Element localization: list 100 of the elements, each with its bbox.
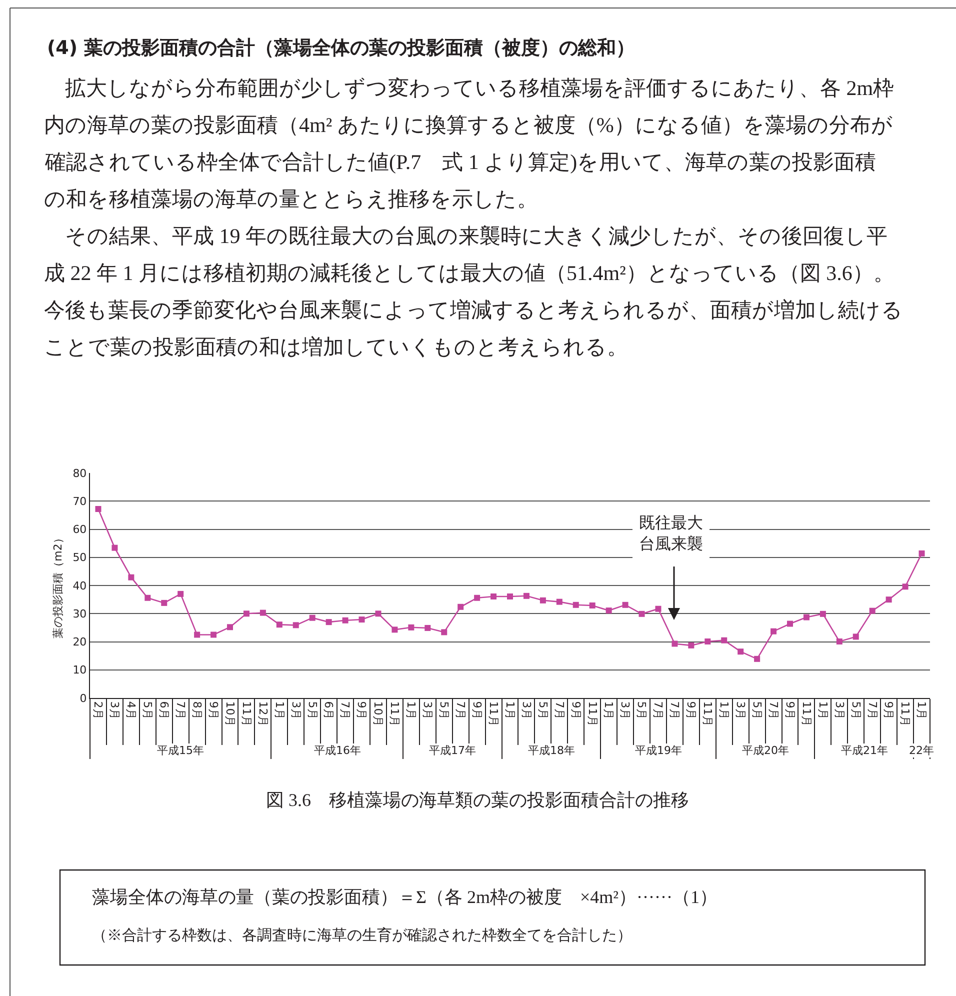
x-tick-label: 3月	[421, 701, 434, 720]
point	[375, 610, 382, 617]
point	[408, 624, 414, 630]
x-tick-label: 7月	[668, 701, 682, 720]
x-tick-label: 11月	[388, 701, 402, 726]
text: 平成18年	[528, 744, 575, 757]
x-tick-label: 5月	[141, 701, 154, 720]
point	[507, 593, 513, 600]
point	[852, 634, 859, 640]
point	[918, 550, 925, 556]
x-tick-label: 5月	[306, 701, 319, 720]
point	[606, 608, 612, 614]
text: 平成15年	[157, 744, 204, 757]
annotation: 既往最大台風来襲	[639, 513, 703, 553]
y-tick-label: 10	[72, 664, 87, 677]
point	[392, 626, 398, 633]
point	[886, 596, 892, 603]
x-tick-label: 1月	[915, 701, 928, 720]
x-tick-label: 5月	[438, 701, 451, 720]
text: その結果、平成 19 年の既往最大の台風の来襲時に大きく減少したが、その後回復し平	[44, 224, 888, 248]
point	[836, 638, 842, 644]
point	[704, 638, 711, 644]
y-tick-label: 80	[72, 466, 87, 480]
x-tick-label: 11月	[586, 701, 599, 726]
y-axis-title: 葉の投影面積（m2）	[51, 532, 64, 638]
text: （※合計する枠数は、各調査時に海草の生育が確認された枠数全てを合計した）	[92, 927, 632, 944]
point	[721, 637, 728, 644]
text: 平成17年	[429, 744, 476, 757]
point	[227, 624, 233, 630]
x-tick-label: 10月	[372, 701, 385, 726]
y-tick-label: 0	[80, 692, 87, 705]
x-tick-label: 1月	[404, 701, 418, 720]
point	[210, 632, 217, 638]
x-tick-label: 9月	[783, 701, 796, 720]
point	[803, 614, 810, 620]
point	[342, 617, 348, 624]
text: の和を移植藻場の海草の量ととらえ推移を示した。	[44, 187, 538, 211]
x-tick-label: 7月	[766, 701, 780, 720]
x-tick-label: 7月	[174, 701, 188, 720]
point	[260, 610, 266, 616]
point	[424, 624, 431, 631]
point	[754, 656, 760, 662]
x-tick-label: 2月	[92, 701, 105, 720]
point	[458, 604, 464, 610]
point	[326, 619, 332, 626]
x-tick-label: 1月	[602, 701, 616, 720]
x-tick-label: 5月	[849, 701, 862, 720]
x-tick-label: 1月	[503, 701, 516, 720]
text: 平成21年	[841, 744, 888, 757]
text: 今後も葉長の季節変化や台風来襲によって増減すると考えられるが、面積が増加し続ける	[44, 298, 903, 322]
point	[441, 629, 448, 636]
point	[638, 610, 645, 617]
x-tick-label: 12月	[256, 701, 270, 726]
text: 確認されている枠全体で合計した値(P.7 式 1 より算定)を用いて、海草の葉の投影面積	[44, 150, 876, 174]
point	[688, 642, 694, 648]
x-tick-label: 11月	[486, 701, 500, 726]
point	[276, 622, 282, 628]
x-tick-label: 9月	[569, 701, 582, 720]
point	[655, 606, 662, 612]
point	[556, 598, 562, 605]
x-tick-label: 7月	[552, 701, 566, 720]
point	[161, 600, 168, 606]
x-tick-label: 10月	[223, 701, 236, 726]
text: 平成20年	[742, 744, 789, 757]
text: ことで葉の投影面積の和は増加していくものと考えられる。	[44, 335, 628, 359]
point	[738, 648, 744, 655]
x-tick-label: 3月	[289, 701, 302, 720]
x-tick-label: 3月	[108, 701, 122, 720]
point	[572, 602, 579, 608]
point	[820, 610, 826, 617]
point	[474, 594, 480, 601]
point	[589, 602, 596, 608]
text: 平成19年	[635, 744, 682, 757]
x-tick-label: 7月	[454, 701, 468, 720]
x-tick-label: 9月	[684, 701, 698, 720]
text: 成 22 年 1 月には移植初期の減耗後としては最大の値（51.4m²）となっている（図 3.6）。	[44, 261, 894, 285]
x-tick-label: 3月	[520, 701, 533, 720]
x-tick-label: 7月	[652, 701, 665, 720]
x-tick-label: 1月	[718, 701, 731, 720]
y-tick-label: 70	[72, 494, 87, 508]
x-tick-label: 11月	[240, 701, 253, 726]
chart-title: (4) 葉の投影面積の合計（藻場全体の葉の投影面積（被度）の総和）	[47, 37, 636, 59]
point	[128, 574, 134, 580]
x-tick-label: 11月	[800, 701, 813, 726]
point	[672, 640, 678, 647]
point	[770, 628, 777, 634]
x-tick-label: 6月	[158, 701, 171, 720]
point	[194, 632, 200, 638]
point	[243, 610, 250, 617]
x-tick-label: 5月	[536, 701, 550, 720]
y-tick-label: 30	[72, 607, 87, 620]
x-tick-label: 5月	[635, 701, 648, 720]
x-tick-label: 1月	[816, 701, 830, 720]
point	[490, 593, 497, 600]
point	[95, 506, 102, 512]
point	[144, 594, 151, 601]
text: 藻場全体の海草の量（葉の投影面積）＝Σ（各 2m枠の被度 ×4m²）······（1）	[92, 887, 718, 907]
x-tick-label: 9月	[470, 701, 484, 720]
point	[902, 584, 908, 590]
x-tick-label: 9月	[355, 701, 368, 720]
